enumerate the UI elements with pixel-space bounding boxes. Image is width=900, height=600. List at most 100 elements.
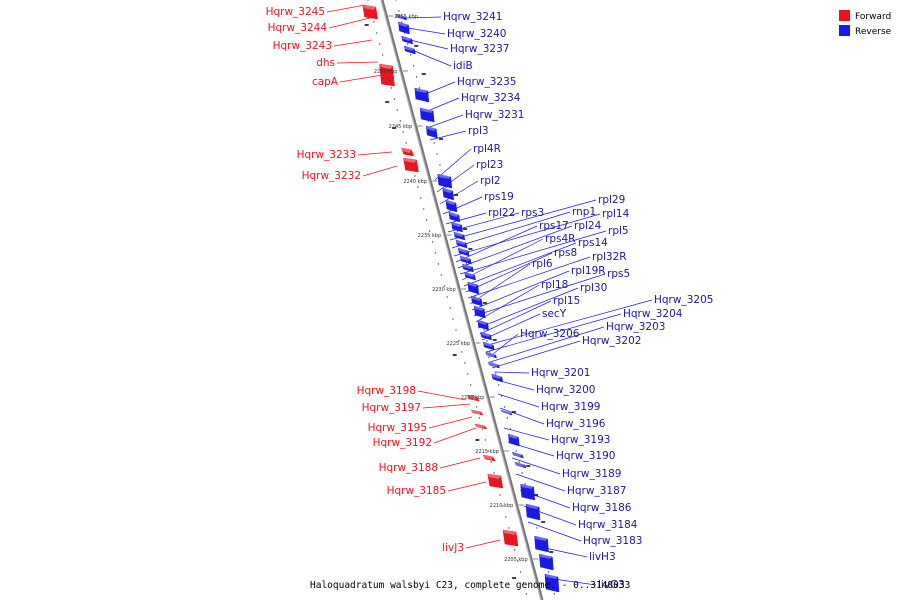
legend-forward-label: Forward <box>855 12 891 22</box>
leader-line <box>422 81 456 96</box>
leader-line <box>465 539 501 549</box>
gene-label-rpl14: rpl14 <box>602 208 630 220</box>
guide-dot <box>417 186 419 188</box>
gene-label-hqrw-3240: Hqrw_3240 <box>447 28 506 40</box>
reverse-gene-block <box>511 451 524 459</box>
reverse-gene-block <box>520 483 535 501</box>
guide-dot <box>465 263 468 265</box>
tick-label: 2205 kbp <box>504 557 528 563</box>
guide-dot <box>487 450 489 452</box>
genome-title: Haloquadratum walsbyi C23, complete geno… <box>310 580 630 591</box>
guide-dot <box>513 549 516 551</box>
guide-dot <box>478 417 481 419</box>
leader-line <box>357 151 393 156</box>
gene-label-livj3: livJ3 <box>442 542 464 554</box>
gene-label-hqrw-3231: Hqrw_3231 <box>465 109 524 121</box>
leader-line <box>447 481 487 492</box>
reverse-gene-block <box>404 45 416 55</box>
reverse-gene-block <box>514 461 527 469</box>
leader-line <box>328 17 371 29</box>
label-leaders <box>326 4 653 586</box>
gene-label-hqrw-3189: Hqrw_3189 <box>562 468 621 480</box>
reverse-gene-block <box>448 211 461 223</box>
guide-dot <box>481 428 484 430</box>
leader-line <box>515 473 566 492</box>
leader-line <box>451 211 571 249</box>
leader-line <box>336 61 379 64</box>
leader-line <box>497 393 540 408</box>
guide-dot <box>506 417 509 419</box>
reverse-gene-block <box>442 187 455 201</box>
gene-label-hqrw-3202: Hqrw_3202 <box>582 335 641 347</box>
gene-label-hqrw-3183: Hqrw_3183 <box>583 535 642 547</box>
guide-dot <box>499 494 501 496</box>
leader-line <box>433 427 477 444</box>
leader-line <box>485 313 622 353</box>
reverse-gene-block <box>544 573 560 593</box>
guide-dot <box>390 87 393 89</box>
guide-dot <box>418 87 421 89</box>
legend-forward-swatch <box>839 10 850 21</box>
reverse-gene-block <box>460 255 472 265</box>
forward-gene-block <box>466 394 480 402</box>
leader-line <box>503 427 550 441</box>
reverse-gene-block <box>462 263 474 273</box>
reverse-gene-block <box>455 239 468 249</box>
guide-dot <box>395 0 397 1</box>
guide-dot <box>376 32 378 34</box>
forward-gene-block <box>502 529 519 547</box>
gene-label-livh3: livH3 <box>589 551 616 563</box>
gene-label-rpl15: rpl15 <box>553 295 580 307</box>
genome-axis-highlight <box>380 0 542 600</box>
leader-line <box>409 39 449 50</box>
guide-dot <box>398 10 400 12</box>
gene-label-rpl5: rpl5 <box>608 225 629 237</box>
gene-label-rpl22: rpl22 <box>488 207 515 219</box>
guide-dot <box>483 329 485 331</box>
leader-line <box>422 403 471 409</box>
reverse-gene-block <box>508 433 520 447</box>
guide-dot <box>497 384 500 386</box>
guide-dot <box>518 461 520 463</box>
legend-reverse-swatch <box>839 25 850 36</box>
guide-dot <box>379 43 381 45</box>
guide-dot <box>405 142 407 144</box>
reverse-gene-block <box>445 199 458 213</box>
leader-line <box>417 390 467 401</box>
guide-dot <box>500 395 503 397</box>
guide-dot <box>458 340 460 342</box>
gene-label-hqrw-3192: Hqrw_3192 <box>373 437 432 449</box>
guide-dot <box>490 461 492 463</box>
gene-label-rpl3: rpl3 <box>468 125 489 137</box>
gene-label-idib: idiB <box>453 60 473 72</box>
guide-dot <box>525 593 528 595</box>
guide-dot <box>409 54 412 56</box>
gene-label-rps8: rps8 <box>554 247 577 259</box>
guide-dot <box>433 142 435 144</box>
reverse-gene-block <box>491 373 504 383</box>
guide-dot <box>396 109 399 111</box>
guide-dot <box>486 340 488 342</box>
guide-dot <box>452 318 454 320</box>
guide-dot <box>469 384 472 386</box>
leader-line <box>499 407 545 425</box>
guide-dot <box>521 472 523 474</box>
gene-label-hqrw-3190: Hqrw_3190 <box>556 450 615 462</box>
leader-line <box>426 114 464 129</box>
guide-dot <box>428 230 431 232</box>
reverse-gene-block <box>419 107 435 123</box>
guide-dot <box>381 54 384 56</box>
guide-dot <box>373 21 375 23</box>
leader-line <box>453 213 601 257</box>
gene-label-rps4r: rps4R <box>545 233 575 245</box>
leader-line <box>429 130 467 141</box>
leader-line <box>407 27 446 35</box>
tick-label: 2225 kbp <box>446 341 470 347</box>
leader-line <box>475 284 540 323</box>
gene-label-rpl23: rpl23 <box>476 159 503 171</box>
gene-label-hqrw-3193: Hqrw_3193 <box>551 434 610 446</box>
gene-label-hqrw-3200: Hqrw_3200 <box>536 384 595 396</box>
reverse-gene-block <box>473 305 486 319</box>
guide-dot <box>415 76 418 78</box>
